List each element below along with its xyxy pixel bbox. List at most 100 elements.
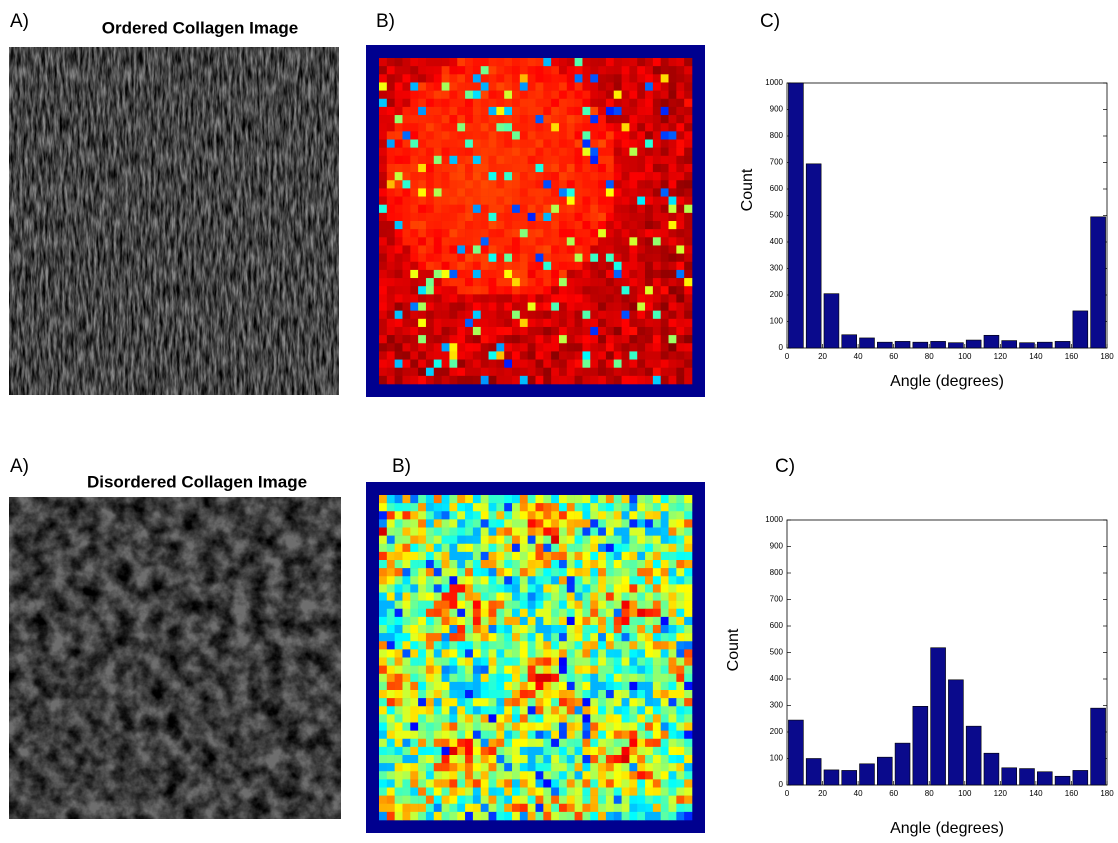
heatmap-cell: [551, 213, 559, 221]
heatmap-cell: [449, 115, 457, 123]
heatmap-cell: [575, 131, 583, 139]
heatmap-cell: [645, 747, 653, 755]
heatmap-cell: [387, 245, 395, 253]
heatmap-cell: [520, 536, 528, 544]
heatmap-cell: [551, 812, 559, 820]
heatmap-cell: [473, 584, 481, 592]
heatmap-cell: [551, 270, 559, 278]
heatmap-cell: [559, 327, 567, 335]
heatmap-cell: [637, 601, 645, 609]
heatmap-cell: [496, 156, 504, 164]
heatmap-cell: [606, 343, 614, 351]
heatmap-cell: [528, 544, 536, 552]
heatmap-cell: [449, 519, 457, 527]
heatmap-cell: [395, 698, 403, 706]
heatmap-cell: [410, 601, 418, 609]
heatmap-cell: [387, 360, 395, 368]
heatmap-cell: [575, 286, 583, 294]
heatmap-cell: [582, 368, 590, 376]
heatmap-cell: [528, 327, 536, 335]
heatmap-cell: [426, 503, 434, 511]
heatmap-cell: [387, 519, 395, 527]
heatmap-cell: [575, 319, 583, 327]
heatmap-cell: [449, 593, 457, 601]
heatmap-cell: [481, 528, 489, 536]
heatmap-cell: [684, 560, 692, 568]
heatmap-cell: [575, 649, 583, 657]
heatmap-cell: [645, 714, 653, 722]
heatmap-cell: [481, 156, 489, 164]
heatmap-cell: [590, 788, 598, 796]
heatmap-cell: [379, 698, 387, 706]
heatmap-cell: [379, 99, 387, 107]
heatmap-cell: [598, 254, 606, 262]
heatmap-cell: [614, 723, 622, 731]
heatmap-cell: [637, 747, 645, 755]
heatmap-cell: [575, 197, 583, 205]
heatmap-cell: [637, 115, 645, 123]
heatmap-cell: [684, 804, 692, 812]
heatmap-cell: [559, 682, 567, 690]
heatmap-cell: [637, 205, 645, 213]
heatmap-cell: [387, 593, 395, 601]
heatmap-cell: [653, 311, 661, 319]
heatmap-cell: [449, 560, 457, 568]
heatmap-cell: [434, 568, 442, 576]
heatmap-cell: [536, 690, 544, 698]
heatmap-cell: [622, 804, 630, 812]
y-tick-label: 1000: [765, 515, 783, 524]
heatmap-cell: [684, 368, 692, 376]
heatmap-cell: [489, 245, 497, 253]
y-tick-label: 900: [770, 105, 784, 114]
heatmap-cell: [559, 560, 567, 568]
heatmap-cell: [629, 221, 637, 229]
heatmap-cell: [520, 156, 528, 164]
heatmap-cell: [481, 148, 489, 156]
heatmap-cell: [434, 115, 442, 123]
heatmap-cell: [582, 690, 590, 698]
heatmap-cell: [379, 609, 387, 617]
heatmap-cell: [559, 747, 567, 755]
heatmap-cell: [645, 376, 653, 384]
heatmap-cell: [575, 503, 583, 511]
heatmap-cell: [473, 519, 481, 527]
heatmap-cell: [434, 674, 442, 682]
heatmap-cell: [528, 221, 536, 229]
heatmap-cell: [551, 796, 559, 804]
heatmap-cell: [629, 576, 637, 584]
heatmap-cell: [528, 714, 536, 722]
heatmap-cell: [504, 156, 512, 164]
heatmap-cell: [606, 560, 614, 568]
heatmap-cell: [622, 205, 630, 213]
heatmap-cell: [653, 245, 661, 253]
heatmap-cell: [528, 617, 536, 625]
heatmap-cell: [504, 723, 512, 731]
heatmap-cell: [684, 690, 692, 698]
heatmap-cell: [465, 335, 473, 343]
heatmap-cell: [614, 690, 622, 698]
heatmap-cell: [653, 213, 661, 221]
heatmap-cell: [457, 674, 465, 682]
heatmap-cell: [387, 576, 395, 584]
heatmap-cell: [520, 666, 528, 674]
heatmap-cell: [559, 690, 567, 698]
heatmap-cell: [661, 706, 669, 714]
heatmap-cell: [598, 115, 606, 123]
x-tick-label: 60: [889, 789, 898, 798]
heatmap-cell: [567, 140, 575, 148]
heatmap-cell: [512, 666, 520, 674]
heatmap-cell: [457, 311, 465, 319]
heatmap-cell: [637, 319, 645, 327]
heatmap-cell: [426, 804, 434, 812]
heatmap-cell: [504, 625, 512, 633]
bar: [877, 342, 892, 348]
heatmap-cell: [551, 560, 559, 568]
heatmap-cell: [590, 641, 598, 649]
heatmap-cell: [590, 755, 598, 763]
heatmap-cell: [598, 666, 606, 674]
heatmap-cell: [622, 568, 630, 576]
heatmap-cell: [465, 755, 473, 763]
heatmap-cell: [387, 666, 395, 674]
heatmap-cell: [434, 714, 442, 722]
heatmap-cell: [606, 278, 614, 286]
